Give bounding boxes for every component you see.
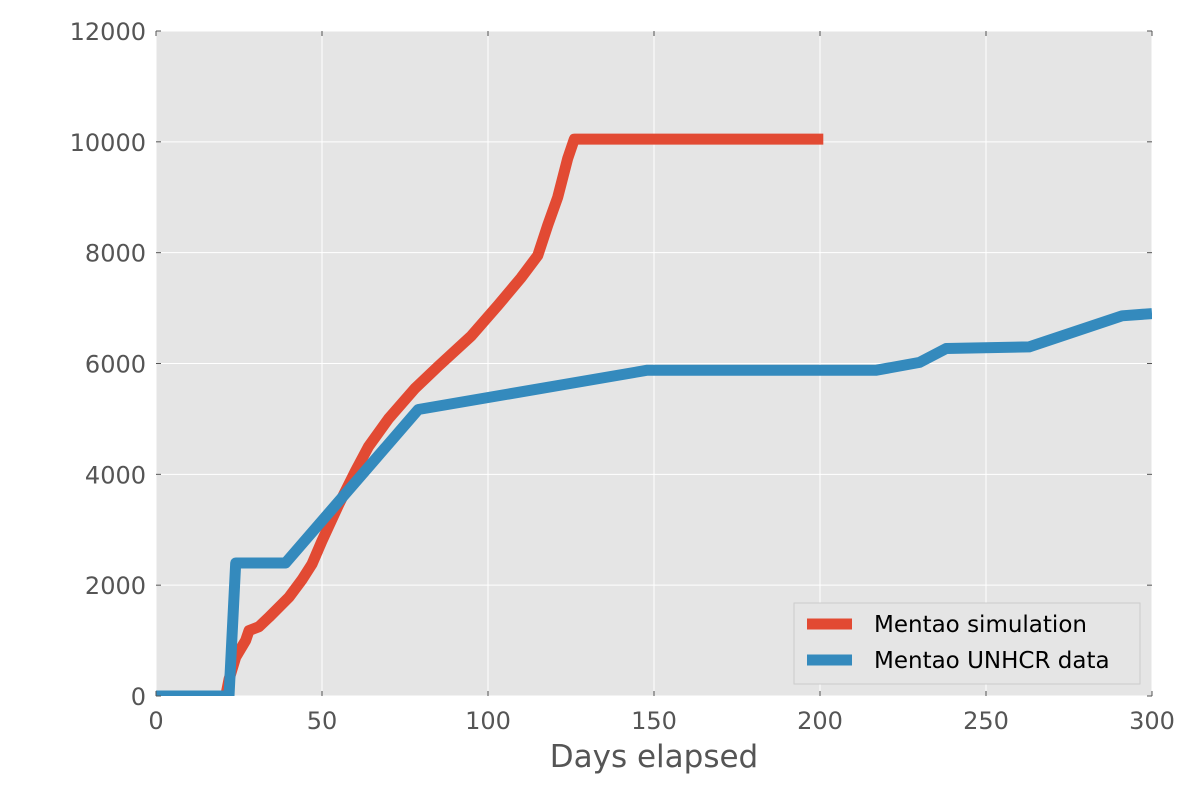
y-tick-label: 4000: [85, 461, 146, 489]
x-tick-label: 100: [465, 707, 511, 735]
x-axis-ticks: 0 50 100 150 200 250 300: [148, 31, 1175, 735]
x-tick-label: 150: [631, 707, 677, 735]
series-lines: [156, 133, 1152, 696]
y-tick-label: 2000: [85, 572, 146, 600]
y-tick-label: 0: [131, 683, 146, 711]
x-tick-label: 300: [1129, 707, 1175, 735]
y-tick-label: 12000: [70, 18, 146, 46]
legend: Mentao simulation Mentao UNHCR data: [793, 602, 1141, 685]
x-tick-label: 50: [307, 707, 338, 735]
legend-box: [793, 602, 1141, 685]
series-line-mentao-unhcr-data: [156, 308, 1152, 696]
x-tick-label: 200: [797, 707, 843, 735]
legend-label-mentao-unhcr-data: Mentao UNHCR data: [874, 648, 1110, 674]
y-axis-ticks: 0 2000 4000 6000 8000 10000 12000: [70, 18, 1152, 711]
x-axis-title: Days elapsed: [550, 739, 758, 775]
series-line-mentao-simulation: [156, 133, 824, 696]
x-tick-label: 250: [963, 707, 1009, 735]
y-tick-label: 6000: [85, 351, 146, 379]
y-tick-label: 10000: [70, 129, 146, 157]
legend-label-mentao-simulation: Mentao simulation: [874, 612, 1087, 638]
x-tick-label: 0: [148, 707, 163, 735]
y-tick-label: 8000: [85, 240, 146, 268]
